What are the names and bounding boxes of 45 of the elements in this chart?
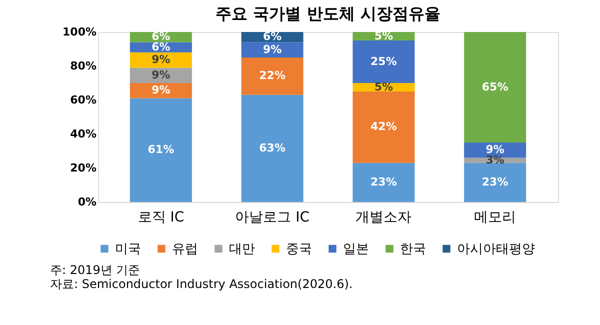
data-label: 63%	[259, 141, 286, 154]
data-label: 5%	[374, 80, 394, 94]
x-tick-label: 아날로그 IC	[235, 210, 310, 226]
bar	[241, 94, 304, 202]
legend-label: 한국	[400, 242, 426, 257]
y-tick-label: 80%	[70, 60, 96, 72]
legend-label: 미국	[115, 242, 141, 257]
legend-label: 아시아태평양	[457, 242, 535, 257]
bar	[241, 42, 304, 58]
data-label: 42%	[370, 120, 397, 134]
y-tick-label: 0%	[78, 196, 96, 208]
y-tick-label: 20%	[70, 162, 96, 174]
data-label: 9%	[152, 68, 170, 82]
data-label: 9%	[262, 42, 282, 56]
bar	[464, 32, 526, 142]
data-label: 23%	[370, 175, 397, 188]
legend-label: 중국	[286, 242, 312, 257]
y-tick-label: 40%	[70, 128, 96, 140]
data-label: 23%	[482, 175, 508, 188]
bar	[352, 162, 415, 202]
bar	[352, 40, 415, 83]
data-label: 6%	[262, 30, 282, 44]
data-label: 9%	[152, 53, 170, 66]
text: 자료: Semiconductor Industry Association(2020.6).	[50, 277, 353, 291]
x-tick-label: 개별소자	[356, 210, 412, 226]
legend-label: 유럽	[172, 242, 198, 257]
y-tick-label: 60%	[70, 94, 96, 106]
data-label: 9%	[152, 84, 170, 97]
y-tick-label: 100%	[62, 26, 96, 38]
legend-label: 일본	[343, 242, 369, 257]
bar	[352, 92, 415, 163]
bar	[464, 162, 526, 202]
bar	[130, 83, 192, 98]
data-label: 25%	[370, 54, 397, 68]
data-label: 61%	[148, 143, 174, 156]
legend-label: 대만	[229, 242, 255, 257]
data-label: 22%	[259, 69, 286, 82]
bar	[241, 58, 304, 95]
chart-title: 주요 국가별 반도체 시장점유율	[216, 4, 440, 23]
bar	[130, 98, 192, 202]
data-label: 65%	[482, 80, 508, 94]
x-tick-label: 로직 IC	[138, 210, 184, 226]
bar	[130, 68, 192, 83]
x-tick-label: 메모리	[474, 210, 516, 226]
text: 주: 2019년 기준	[50, 263, 140, 277]
